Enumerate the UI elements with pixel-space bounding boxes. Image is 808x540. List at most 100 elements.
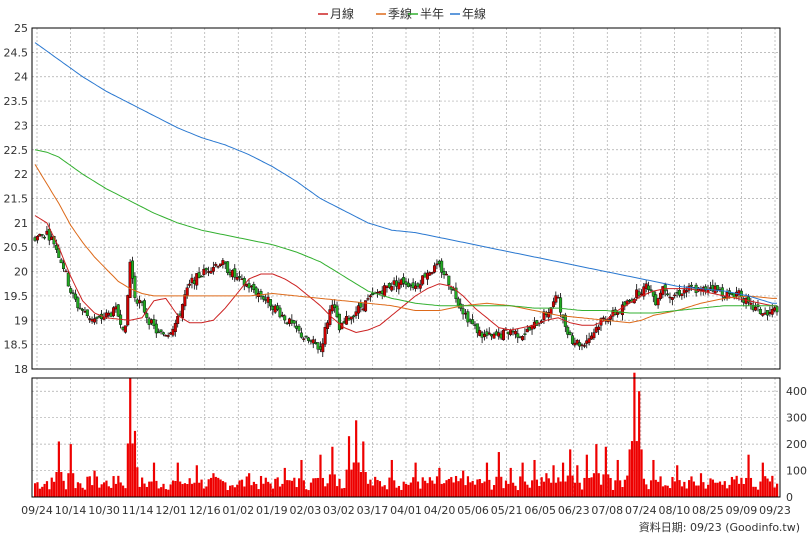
volume-bar [459,478,462,497]
candle-body-down [466,311,470,323]
candle-body-down [71,292,75,294]
candle-body-up [749,302,753,305]
candle-body-down [637,291,641,296]
volume-bar [488,479,491,497]
candlestick [183,289,187,311]
candle-body-down [704,286,708,291]
volume-bar [259,475,263,497]
volume-bar [50,477,53,497]
candle-body-down [402,277,406,284]
volume-bar [652,459,655,497]
volume-bar [162,483,165,497]
volume-bar [728,484,731,497]
price-tick-label: 25 [14,22,28,35]
volume-tick-label: 400 [786,385,807,398]
candle-body-down [475,323,479,334]
date-tick-label: 10/14 [55,504,87,517]
volume-bar [702,482,705,497]
candlestick [330,299,334,314]
candle-body-up [592,332,596,339]
volume-bar [509,467,512,497]
candle-body-down [116,304,120,317]
volume-bar [355,420,358,497]
volume-bar [721,484,724,497]
volume-bar [53,481,56,497]
volume-bar [597,473,600,497]
volume-bar [709,478,712,497]
volume-bar [212,473,215,497]
volume-bar [578,482,581,497]
volume-bar [124,488,127,497]
candle-body-up [123,325,127,333]
volume-bar [288,480,291,497]
candlestick [35,235,39,244]
volume-bar [305,489,308,497]
price-tick-label: 24 [14,71,28,84]
price-tick-label: 24.5 [4,46,29,59]
volume-bar [314,478,317,497]
candlestick [580,343,584,351]
date-tick-label: 12/01 [155,504,187,517]
candlestick [387,282,391,290]
candlestick [447,275,451,290]
volume-bar [236,484,239,497]
volume-bar [281,483,284,497]
volume-bar [478,479,481,497]
candlestick [254,286,258,299]
volume-bar [397,485,401,497]
candlestick [523,328,527,341]
volume-bar [219,479,222,497]
candlestick [582,342,586,349]
candlestick [214,262,218,268]
volume-bar [735,475,738,497]
candlestick [171,325,175,338]
candlestick [680,293,684,300]
candle-body-down [471,319,475,325]
volume-bar [133,430,137,497]
candle-body-down [276,305,280,310]
candle-body-up [235,276,239,280]
candle-body-down [40,234,44,236]
volume-bar [217,477,220,497]
candle-body-up [176,316,180,325]
candle-body-down [297,325,301,331]
candle-body-down [442,270,446,275]
candle-body-down [157,331,161,334]
candle-body-down [720,287,724,297]
volume-tick-label: 100 [786,465,807,478]
ma-monthly-line [34,215,777,334]
date-tick-label: 09/09 [726,504,758,517]
volume-bar [117,475,120,497]
candle-body-down [304,335,308,338]
volume-bar [733,479,736,497]
volume-bar [583,477,586,497]
volume-bar [473,484,477,497]
volume-bar [307,490,310,497]
candlestick [716,285,720,293]
candle-body-up [580,344,584,346]
candle-body-down [78,307,82,310]
volume-bar [428,477,431,497]
candle-body-up [211,266,215,272]
volume-bar [98,487,101,497]
volume-bar [516,490,519,497]
candlestick [449,285,453,294]
date-tick-label: 09/24 [21,504,53,517]
candlestick [261,295,265,303]
volume-bar [566,475,569,497]
candle-body-down [352,315,356,318]
volume-bar [43,483,46,497]
volume-bar [338,478,341,497]
candle-body-down [43,236,47,239]
volume-bar [257,489,260,497]
candle-body-up [326,322,330,329]
legend-label-yearly: 年線 [462,6,486,21]
candle-body-down [316,342,320,350]
volume-bar [552,465,555,497]
volume-bar [229,485,232,497]
volume-bar [209,477,213,497]
candle-body-up [658,292,662,299]
volume-bar [205,486,208,497]
candle-body-up [551,301,555,307]
candlestick [299,327,303,339]
